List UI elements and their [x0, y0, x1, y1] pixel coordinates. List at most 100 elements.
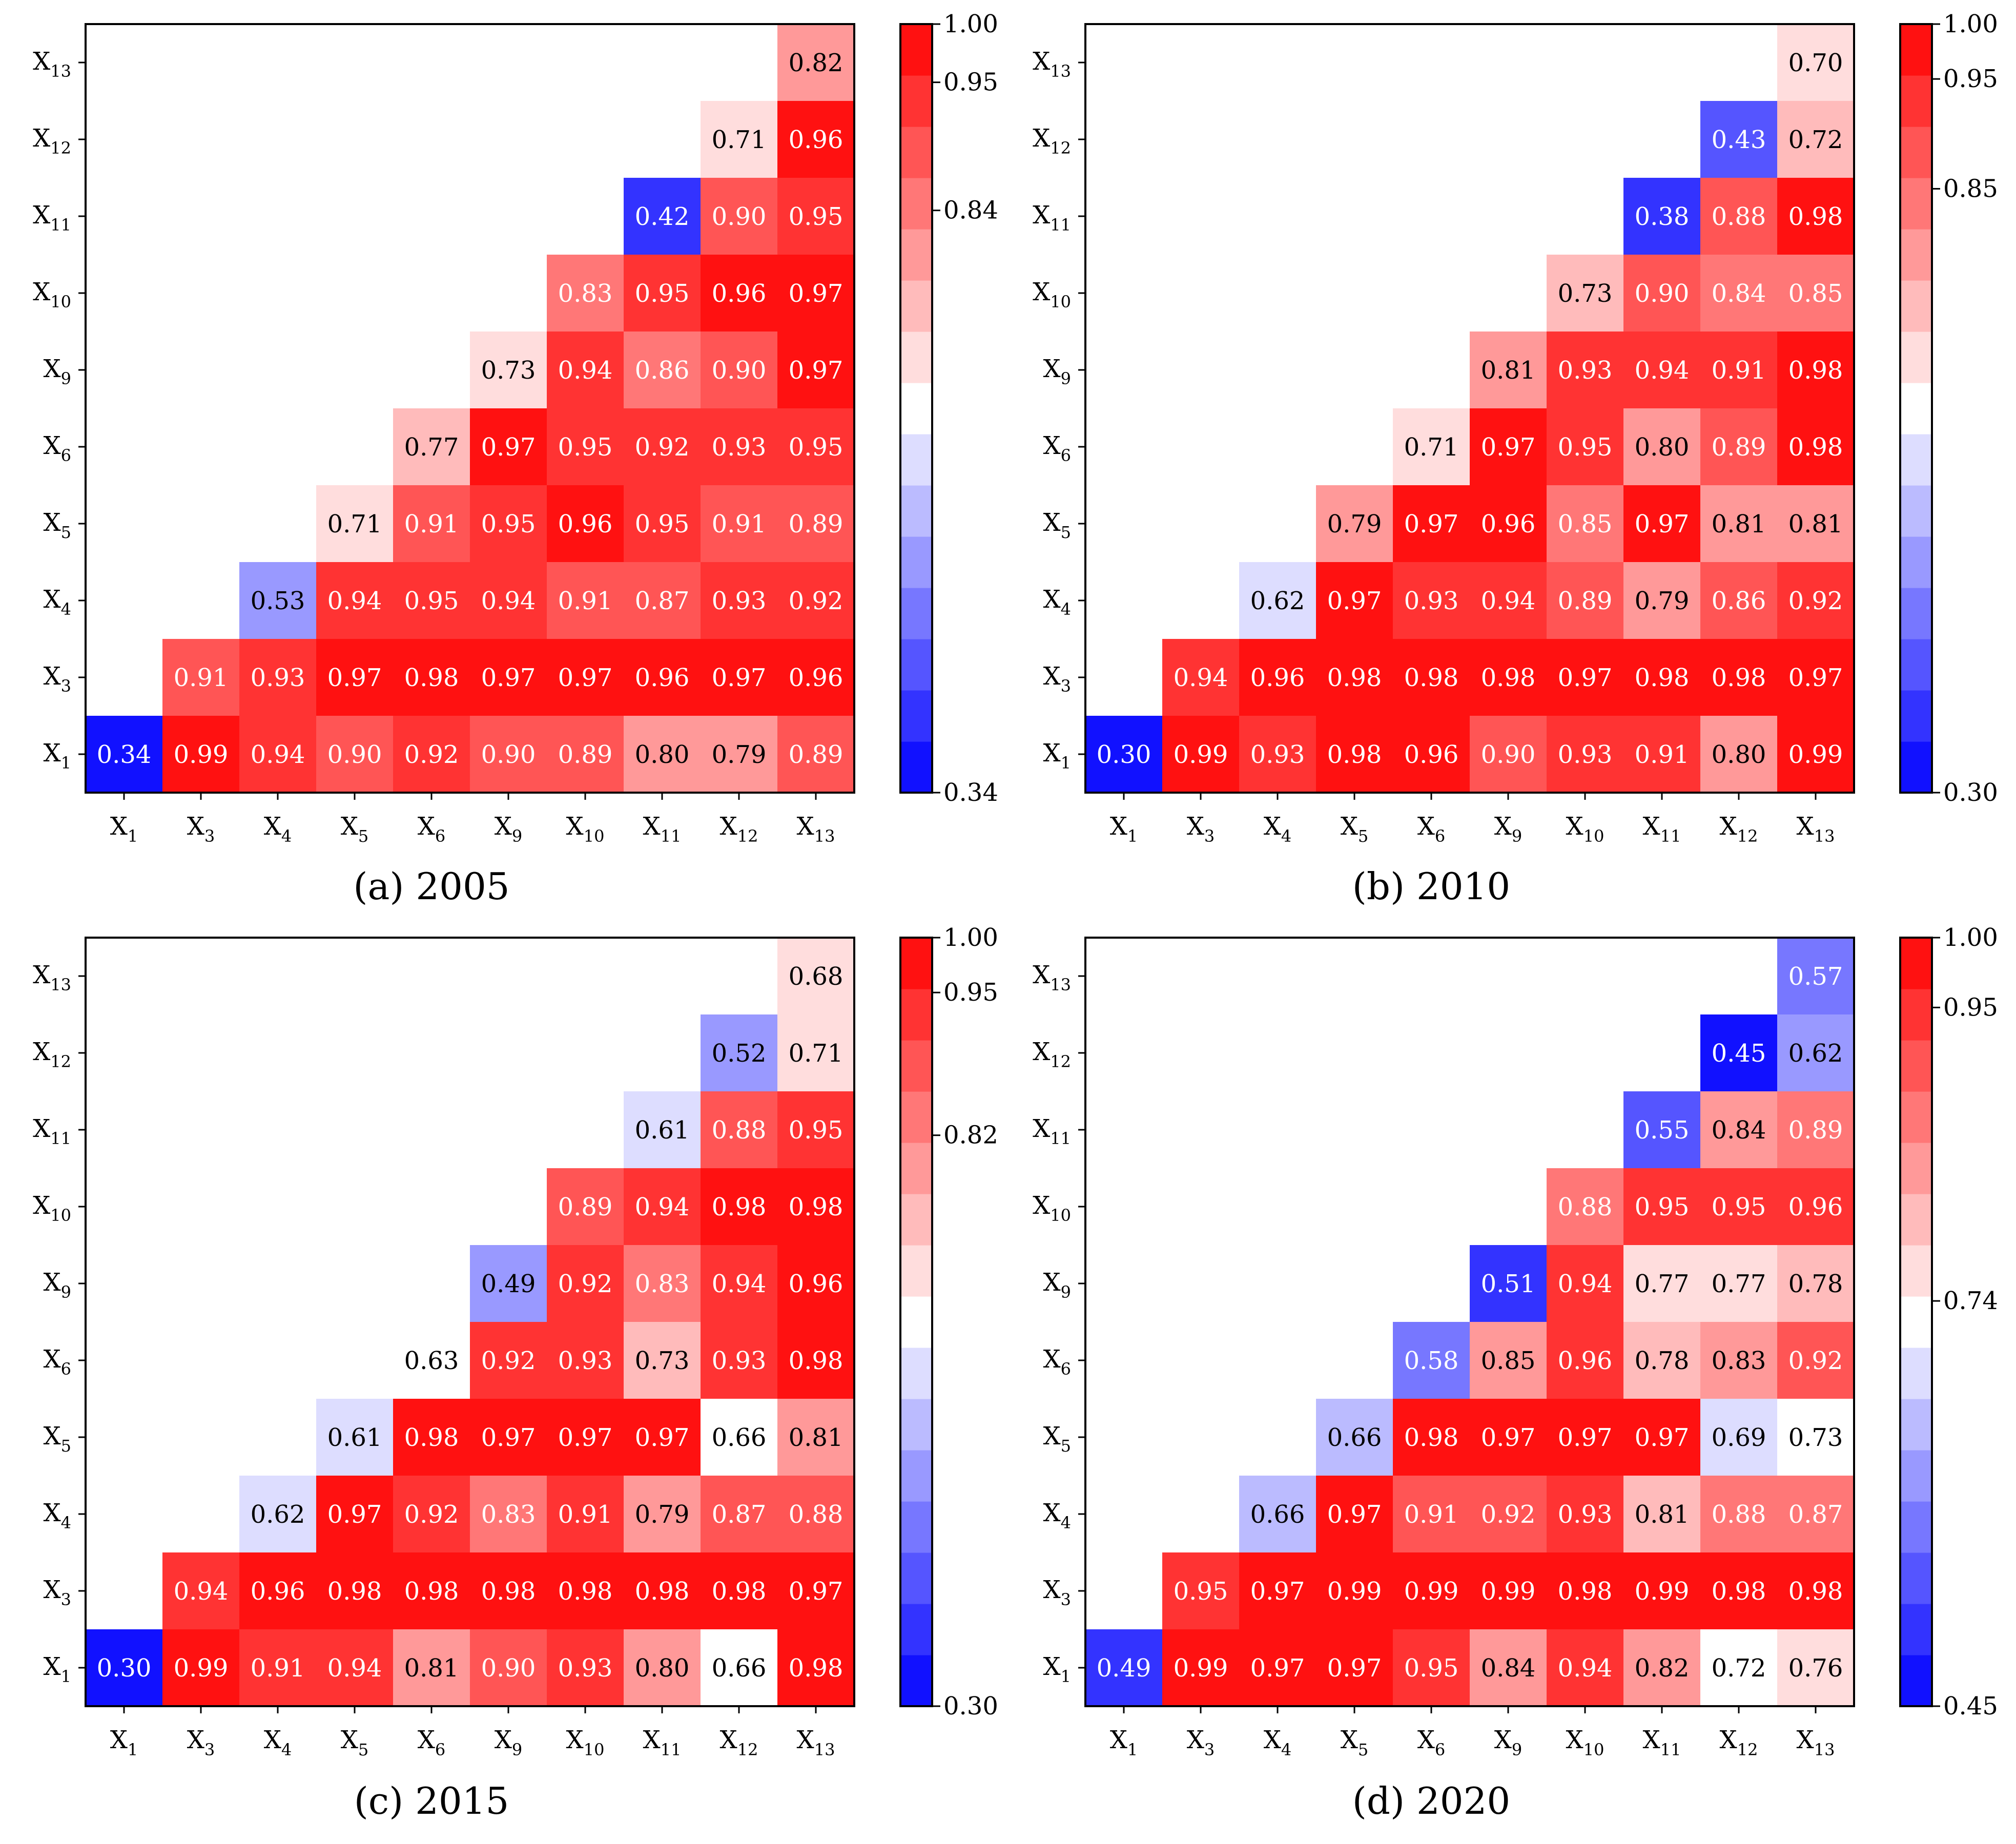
- colorbar-frame: [899, 23, 933, 794]
- cell-value-label: 0.88: [1712, 202, 1766, 231]
- heatmap-cell: [1239, 1629, 1316, 1706]
- x-tick-label: X11: [1643, 1726, 1681, 1759]
- colorbar-segment: [1900, 280, 1932, 332]
- heatmap-cell: [393, 639, 470, 716]
- heatmap-cell: [624, 1552, 701, 1629]
- x-tick-label: X12: [1720, 812, 1758, 846]
- heatmap-cell: [777, 1245, 854, 1322]
- cell-value-label: 0.98: [1327, 664, 1382, 692]
- heatmap-cell: [624, 1245, 701, 1322]
- cell-value-label: 0.57: [1788, 962, 1843, 991]
- y-tick-label: X6: [1043, 431, 1071, 465]
- cell-value-label: 0.62: [1250, 587, 1305, 615]
- colorbar-segment: [1900, 127, 1932, 178]
- cell-value-label: 0.81: [1712, 510, 1766, 538]
- cell-value-label: 0.83: [635, 1270, 690, 1298]
- colorbar-segment: [1900, 1245, 1932, 1297]
- heatmap-cell: [1623, 1091, 1700, 1168]
- heatmap-cell: [1623, 178, 1700, 255]
- heatmap-cell: [701, 1322, 777, 1399]
- heatmap-frame: [1084, 23, 1855, 794]
- heatmap-cell: [701, 562, 777, 639]
- heatmap-cell: [701, 639, 777, 716]
- heatmap-cell: [547, 1322, 624, 1399]
- cell-value-label: 0.55: [1635, 1116, 1690, 1145]
- heatmap-cell: [1700, 639, 1777, 716]
- heatmap-cell: [1393, 1552, 1470, 1629]
- heatmap-cell: [1700, 716, 1777, 793]
- heatmap-cell: [701, 1476, 777, 1552]
- colorbar-segment: [1900, 229, 1932, 281]
- heatmap-cell: [1700, 408, 1777, 485]
- heatmap-cell: [624, 1629, 701, 1706]
- cell-value-label: 0.92: [404, 1500, 459, 1529]
- cell-value-label: 0.38: [1635, 202, 1690, 231]
- cell-value-label: 0.71: [789, 1039, 844, 1068]
- cell-value-label: 0.62: [251, 1500, 305, 1529]
- heatmap-cell: [162, 639, 239, 716]
- cell-value-label: 0.73: [1788, 1423, 1843, 1452]
- x-tick-label: X3: [187, 1726, 215, 1759]
- x-tick-label: X5: [341, 1726, 369, 1759]
- cell-value-label: 0.93: [251, 664, 305, 692]
- colorbar-segment: [900, 938, 932, 989]
- cell-value-label: 0.98: [481, 1577, 536, 1606]
- cell-value-label: 0.98: [635, 1577, 690, 1606]
- cell-value-label: 0.97: [1481, 433, 1536, 462]
- cell-value-label: 0.81: [789, 1423, 844, 1452]
- heatmap-cell: [624, 1476, 701, 1552]
- cell-value-label: 0.97: [712, 664, 767, 692]
- heatmap-cell: [1470, 1399, 1547, 1476]
- colorbar-segment: [1900, 178, 1932, 230]
- cell-value-label: 0.96: [1250, 664, 1305, 692]
- colorbar-segment: [1900, 24, 1932, 76]
- colorbar-segment: [900, 588, 932, 639]
- heatmap-cell: [777, 1629, 854, 1706]
- cell-value-label: 0.95: [404, 587, 459, 615]
- heatmap-cell: [239, 562, 316, 639]
- cell-value-label: 0.91: [251, 1654, 305, 1683]
- cell-value-label: 0.97: [481, 433, 536, 462]
- cell-value-label: 0.86: [635, 356, 690, 385]
- colorbar-segment: [1900, 1040, 1932, 1092]
- x-tick-label: X6: [418, 1726, 446, 1759]
- cell-value-label: 0.80: [1712, 740, 1766, 769]
- heatmap-cell: [393, 716, 470, 793]
- y-tick-label: X6: [43, 1345, 71, 1379]
- heatmap-cell: [777, 1091, 854, 1168]
- heatmap-cell: [777, 1552, 854, 1629]
- cell-value-label: 0.49: [1097, 1654, 1151, 1683]
- heatmap-cell: [1777, 1245, 1854, 1322]
- colorbar-segment: [900, 1194, 932, 1246]
- heatmap-cell: [1470, 331, 1547, 408]
- cell-value-label: 0.51: [1481, 1270, 1536, 1298]
- colorbar-segment: [900, 24, 932, 76]
- cell-value-label: 0.85: [1788, 279, 1843, 308]
- heatmap-cell: [1239, 562, 1316, 639]
- colorbar-segment: [1900, 1296, 1932, 1348]
- cell-value-label: 0.97: [789, 356, 844, 385]
- cell-value-label: 0.95: [1712, 1193, 1766, 1221]
- heatmap-cell: [777, 408, 854, 485]
- heatmap-cell: [1393, 408, 1470, 485]
- heatmap-cell: [1470, 1629, 1547, 1706]
- y-tick-label: X3: [1043, 1576, 1071, 1609]
- heatmap-cell: [1393, 639, 1470, 716]
- cell-value-label: 0.79: [635, 1500, 690, 1529]
- heatmap-cell: [624, 1322, 701, 1399]
- cell-value-label: 0.93: [1558, 1500, 1613, 1529]
- heatmap-cell: [1470, 485, 1547, 562]
- cell-value-label: 0.30: [97, 1654, 152, 1683]
- colorbar-tick-label: 1.00: [1943, 10, 1998, 38]
- cell-value-label: 0.98: [404, 1423, 459, 1452]
- heatmap-cell: [1700, 485, 1777, 562]
- cell-value-label: 0.91: [1712, 356, 1766, 385]
- colorbar-segment: [900, 1552, 932, 1604]
- heatmap-cell: [1623, 716, 1700, 793]
- cell-value-label: 0.87: [712, 1500, 767, 1529]
- cell-value-label: 0.99: [1788, 740, 1843, 769]
- heatmap-cell: [777, 716, 854, 793]
- heatmap-cell: [701, 101, 777, 178]
- cell-value-label: 0.88: [1558, 1193, 1613, 1221]
- y-tick-label: X5: [1043, 508, 1071, 542]
